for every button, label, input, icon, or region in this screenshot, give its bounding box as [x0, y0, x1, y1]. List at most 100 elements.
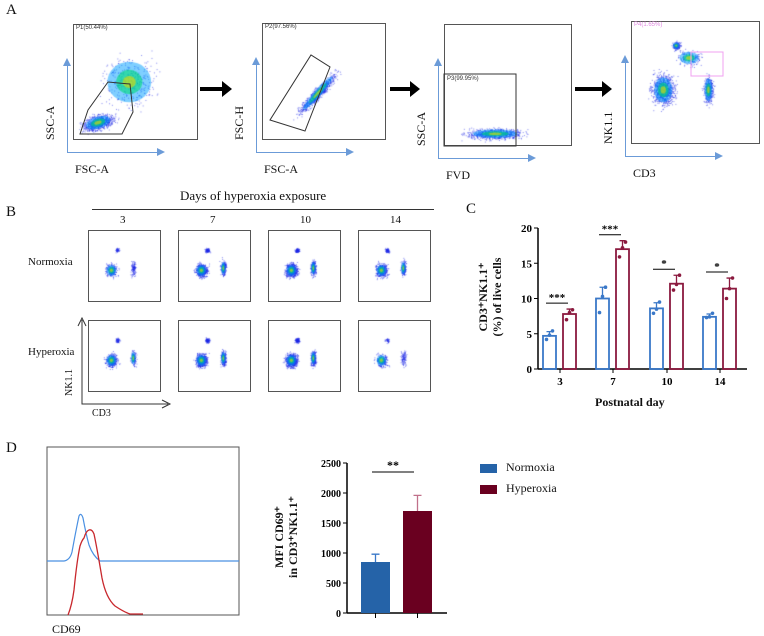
flow-plot-dots	[631, 21, 760, 144]
c-y-tick-label: 15	[521, 258, 533, 270]
mini-flow-plot-frame	[178, 230, 251, 302]
x-arrow-head-icon	[157, 148, 165, 156]
flow-plot-dots	[444, 24, 572, 146]
c-x-tick-label: 14	[715, 376, 727, 388]
day-label: 7	[210, 214, 216, 226]
c-significance-stars: ***	[549, 292, 566, 304]
d-y-tick-label: 500	[326, 579, 341, 590]
mini-flow-plot-frame	[88, 320, 161, 392]
panel-label-c: C	[466, 201, 477, 217]
b-x-label: CD3	[92, 408, 111, 419]
c-x-tick-label: 3	[557, 376, 563, 388]
flow-plot-frame	[73, 24, 198, 140]
flow-plot-frame	[262, 23, 386, 140]
flow-plot-dots	[73, 24, 198, 140]
c-y-tick-label: 5	[527, 329, 533, 341]
arrow-head-icon	[410, 81, 420, 97]
c-data-point	[567, 310, 572, 315]
mini-flow-plot-dots	[88, 230, 161, 302]
legend-label-hyperoxia: Hyperoxia	[506, 481, 557, 495]
mini-flow-plot-frame	[88, 230, 161, 302]
mini-flow-plot-frame	[178, 320, 251, 392]
c-data-point	[671, 288, 676, 292]
x-axis-label: FSC-A	[75, 162, 110, 176]
c-data-point	[727, 286, 732, 291]
d-significance-stars: **	[387, 458, 399, 472]
gate-p4	[690, 51, 724, 77]
d-error-bar	[413, 494, 422, 511]
mini-flow-plot-frame	[268, 230, 341, 302]
c-data-point	[730, 276, 735, 280]
gate-p3	[443, 73, 517, 147]
legend-swatch-normoxia	[480, 464, 497, 473]
c-y-tick-label: 0	[527, 364, 533, 376]
arrow-head-icon	[602, 81, 612, 97]
c-x-tick-label: 7	[610, 376, 616, 388]
mini-flow-plot-dots	[358, 230, 431, 302]
x-axis-arrow	[256, 152, 346, 153]
row-label-hyperoxia: Hyperoxia	[28, 346, 75, 358]
y-arrow-head-icon	[63, 58, 71, 66]
mini-flow-plot-dots	[268, 320, 341, 392]
x-axis-arrow	[625, 156, 715, 157]
panel-label-d: D	[6, 440, 17, 456]
flow-plot-frame	[631, 21, 760, 144]
c-y-tick-label: 10	[521, 294, 533, 306]
d-bar-hyperoxia	[403, 511, 432, 613]
c-data-point	[657, 300, 662, 304]
day-label: 14	[390, 214, 401, 226]
day-label: 3	[120, 214, 126, 226]
d-x-label: CD69	[52, 622, 81, 636]
y-axis-arrow	[67, 64, 68, 152]
mini-flow-plot-frame	[268, 320, 341, 392]
c-data-point	[623, 240, 628, 244]
panel-label-b: B	[6, 204, 17, 220]
x-arrow-head-icon	[528, 154, 536, 162]
row-label-normoxia: Normoxia	[28, 256, 73, 268]
c-significance-stars: ***	[602, 224, 619, 236]
arrow-head-icon	[222, 81, 232, 97]
c-data-point	[570, 307, 575, 312]
y-axis-arrow	[438, 64, 439, 158]
c-data-point	[550, 329, 555, 333]
c-significance-stars: *	[661, 258, 667, 270]
mini-flow-plot-dots	[268, 230, 341, 302]
d-y-tick-label: 2500	[321, 459, 341, 470]
normoxia-histogram-line	[47, 513, 239, 562]
panel-label-a: A	[6, 2, 17, 18]
day-label: 10	[300, 214, 311, 226]
x-arrow-head-icon	[346, 148, 354, 156]
d-y-tick-label: 1500	[321, 519, 341, 530]
c-data-point	[724, 296, 729, 301]
c-x-label: Postnatal day	[595, 395, 665, 409]
y-arrow-head-icon	[252, 57, 260, 65]
mini-flow-plot-dots	[178, 320, 251, 392]
x-arrow-head-icon	[715, 152, 723, 160]
c-significance-stars: *	[714, 261, 720, 273]
c-data-point	[710, 311, 715, 316]
mini-flow-plot-frame	[358, 230, 431, 302]
c-data-point	[651, 311, 656, 316]
d-error-bar	[371, 553, 380, 562]
d-y-tick-label: 0	[336, 609, 341, 620]
c-x-tick-label: 10	[662, 376, 674, 388]
c-data-point	[564, 317, 569, 322]
y-axis-arrow	[256, 63, 257, 152]
gate-p2	[269, 54, 331, 132]
legend-label-normoxia: Normoxia	[506, 460, 555, 474]
d-y-tick-label: 1000	[321, 549, 341, 560]
mini-flow-plot-dots	[358, 320, 431, 392]
c-data-point	[617, 255, 622, 259]
c-data-point	[620, 245, 625, 250]
gate-p1	[79, 81, 134, 135]
c-data-point	[677, 273, 682, 278]
c-data-point	[704, 315, 709, 320]
c-data-point	[547, 333, 552, 337]
x-axis-arrow	[67, 152, 157, 153]
panel-b-title: Days of hyperoxia exposure	[180, 188, 327, 203]
mini-flow-plot-frame	[358, 320, 431, 392]
